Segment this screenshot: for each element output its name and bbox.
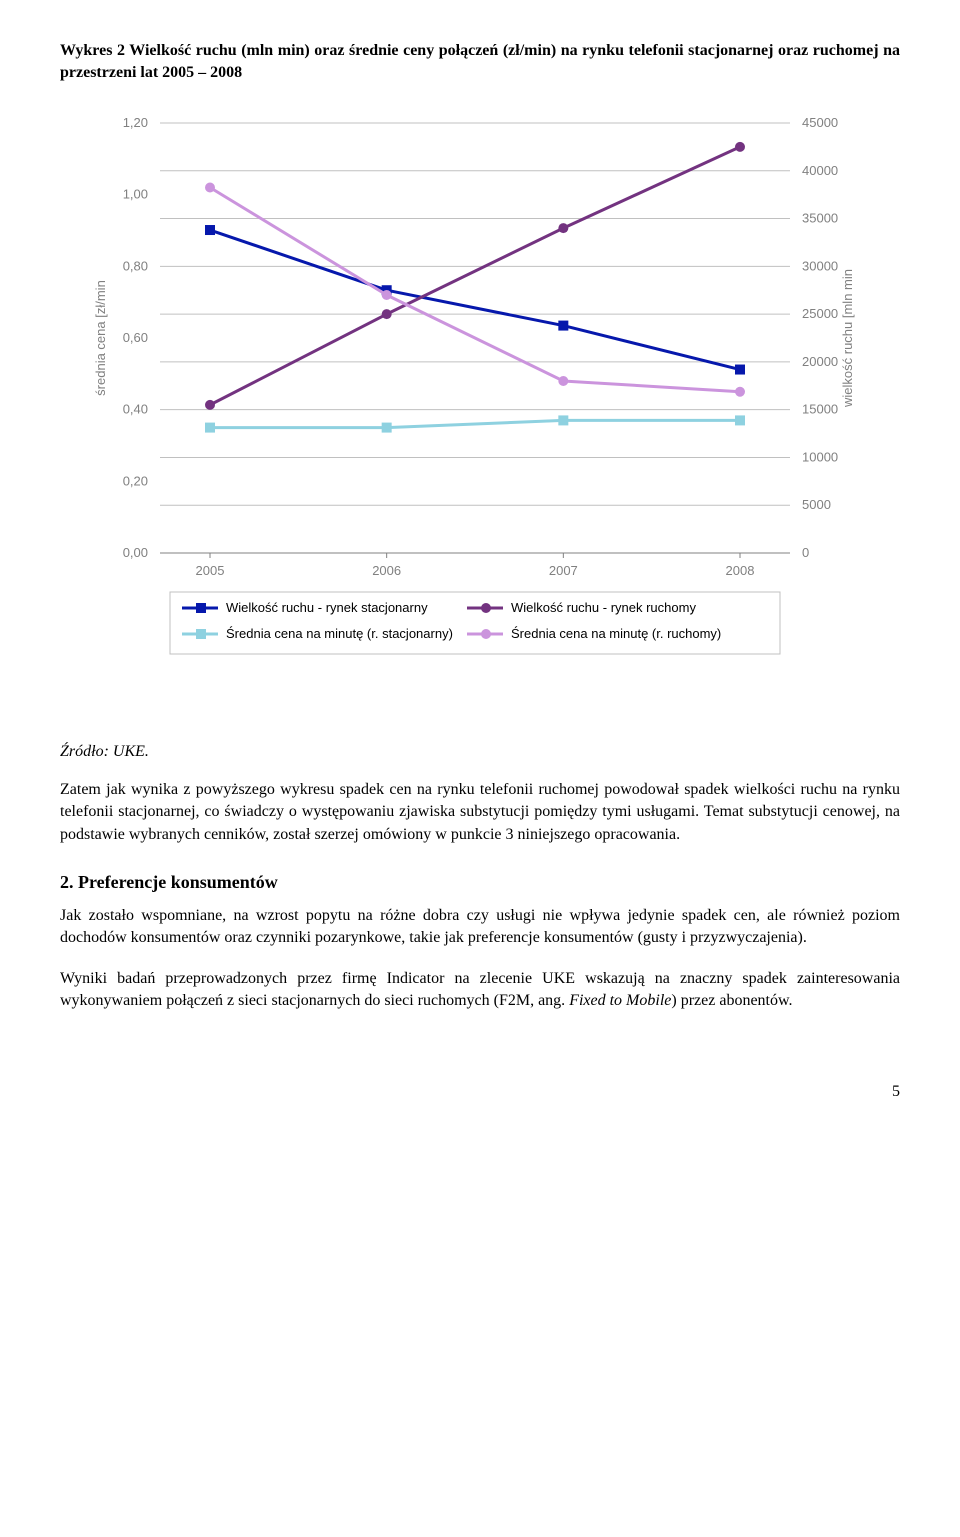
svg-text:0,00: 0,00	[123, 545, 148, 560]
svg-text:wielkość ruchu [mln min: wielkość ruchu [mln min	[840, 269, 855, 408]
svg-text:2008: 2008	[726, 563, 755, 578]
section-heading: 2. Preferencje konsumentów	[60, 872, 900, 893]
paragraph-3b: ) przez abonentów.	[671, 992, 792, 1009]
svg-text:średnia cena [zł/min: średnia cena [zł/min	[93, 280, 108, 396]
svg-text:2007: 2007	[549, 563, 578, 578]
svg-text:Wielkość ruchu - rynek ruchom: Wielkość ruchu - rynek ruchomy	[511, 600, 696, 615]
source-label: Źródło: UKE.	[60, 743, 900, 761]
svg-text:Średnia cena na minutę (r. ruc: Średnia cena na minutę (r. ruchomy)	[511, 626, 721, 641]
svg-text:Średnia cena na minutę (r. sta: Średnia cena na minutę (r. stacjonarny)	[226, 626, 453, 641]
svg-text:1,20: 1,20	[123, 115, 148, 130]
svg-text:20000: 20000	[802, 354, 838, 369]
svg-text:40000: 40000	[802, 163, 838, 178]
svg-text:5000: 5000	[802, 497, 831, 512]
svg-text:30000: 30000	[802, 258, 838, 273]
svg-text:Wielkość ruchu - rynek stacjo: Wielkość ruchu - rynek stacjonarny	[226, 600, 428, 615]
paragraph-2: Jak zostało wspomniane, na wzrost popytu…	[60, 905, 900, 950]
line-chart: 2005 2006 2007 2008 0,00 0,20 0,40 0,60 0,80 1,00…	[70, 103, 890, 713]
svg-text:2005: 2005	[196, 563, 225, 578]
svg-text:15000: 15000	[802, 401, 838, 416]
svg-text:2006: 2006	[372, 563, 401, 578]
svg-text:0,80: 0,80	[123, 258, 148, 273]
chart-container: 2005 2006 2007 2008 0,00 0,20 0,40 0,60 0,80 1,00…	[70, 103, 890, 713]
svg-text:10000: 10000	[802, 449, 838, 464]
svg-text:0: 0	[802, 545, 809, 560]
chart-title: Wykres 2 Wielkość ruchu (mln min) oraz ś…	[60, 40, 900, 85]
paragraph-3: Wyniki badań przeprowadzonych przez firm…	[60, 968, 900, 1013]
svg-text:0,20: 0,20	[123, 473, 148, 488]
paragraph-3-italic: Fixed to Mobile	[569, 992, 671, 1009]
svg-text:0,60: 0,60	[123, 330, 148, 345]
svg-text:0,40: 0,40	[123, 401, 148, 416]
svg-text:1,00: 1,00	[123, 186, 148, 201]
svg-text:35000: 35000	[802, 210, 838, 225]
svg-text:45000: 45000	[802, 115, 838, 130]
paragraph-1: Zatem jak wynika z powyższego wykresu sp…	[60, 779, 900, 846]
page-number: 5	[60, 1083, 900, 1101]
svg-text:25000: 25000	[802, 306, 838, 321]
